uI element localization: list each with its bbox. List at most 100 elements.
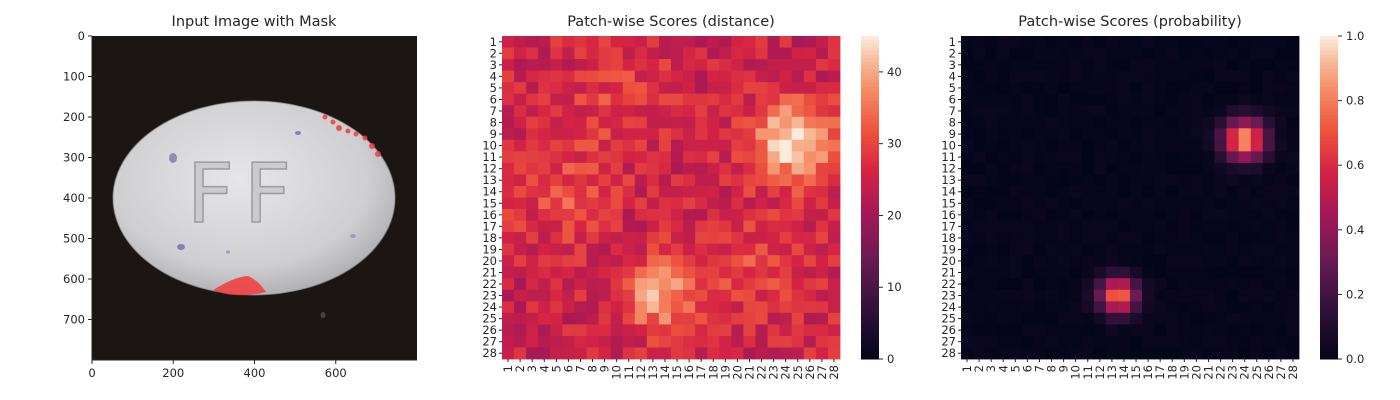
heatmap-cell <box>815 289 829 302</box>
heatmap-cell <box>695 255 708 268</box>
heatmap-cell <box>538 289 551 302</box>
heatmap-cell <box>574 266 587 279</box>
heatmap-cell <box>1045 93 1058 106</box>
heatmap-cell <box>514 139 527 152</box>
heatmap-cell <box>634 185 648 198</box>
heatmap-cell <box>1274 174 1288 187</box>
heatmap-cell <box>1238 278 1252 291</box>
colorbar-segment <box>861 143 879 148</box>
heatmap-cell <box>574 105 587 118</box>
heatmap-cell <box>1081 255 1095 268</box>
heatmap-cell <box>1021 197 1034 210</box>
heatmap-cell <box>562 105 575 118</box>
heatmap-cell <box>683 347 696 360</box>
heatmap-cell <box>586 128 599 141</box>
y-tick-label: 1 <box>949 35 956 49</box>
heatmap-cell <box>1238 162 1252 175</box>
heatmap-cell <box>514 105 527 118</box>
heatmap-cell <box>1166 289 1179 302</box>
colorbar-segment <box>861 125 879 130</box>
heatmap-cell <box>767 162 781 175</box>
heatmap-cell <box>502 59 515 72</box>
heatmap-cell <box>586 70 599 83</box>
heatmap-cell <box>719 289 732 302</box>
heatmap-cell <box>719 324 732 337</box>
heatmap-cell <box>610 289 624 302</box>
heatmap-cell <box>1130 197 1143 210</box>
heatmap-cell <box>1202 266 1215 279</box>
heatmap-cell <box>598 243 612 256</box>
heatmap-cell <box>1009 289 1022 302</box>
heatmap-cell <box>671 105 684 118</box>
y-tick-label: 1 <box>490 35 497 49</box>
heatmap-cell <box>538 82 551 95</box>
heatmap-cell <box>1130 105 1143 118</box>
heatmap-cell <box>1105 82 1119 95</box>
colorbar-segment <box>861 36 879 41</box>
heatmap-cell <box>1238 220 1252 233</box>
heatmap-cell <box>743 139 756 152</box>
heatmap-cell <box>1238 93 1252 106</box>
y-tick-label: 20 <box>482 254 497 268</box>
heatmap-cell <box>1214 255 1227 268</box>
x-tick-label: 2 <box>972 365 986 372</box>
heatmap-cell <box>1069 289 1083 302</box>
heatmap-cell <box>1033 139 1046 152</box>
heatmap-cell <box>767 185 781 198</box>
heatmap-cell <box>985 116 998 129</box>
heatmap-cell <box>803 139 817 152</box>
heatmap-cell <box>1154 289 1167 302</box>
heatmap-cell <box>658 128 672 141</box>
heatmap-cell <box>731 151 744 164</box>
heatmap-cell <box>634 151 648 164</box>
heatmap-cell <box>719 197 732 210</box>
heatmap-cell <box>695 47 708 60</box>
heatmap-cell <box>1130 185 1143 198</box>
heatmap-cell <box>707 70 720 83</box>
heatmap-cell <box>1021 139 1034 152</box>
mask-region-top-right <box>322 114 328 120</box>
heatmap-cell <box>719 151 732 164</box>
heatmap-cell <box>1154 220 1167 233</box>
heatmap-cell <box>622 278 636 291</box>
heatmap-cell <box>526 105 539 118</box>
heatmap-cell <box>658 301 672 314</box>
heatmap-cell <box>1142 312 1155 325</box>
heatmap-cell <box>1202 289 1215 302</box>
colorbar-segment <box>1320 290 1338 295</box>
heatmap-cell <box>646 220 660 233</box>
heatmap-cell <box>610 347 624 360</box>
heatmap-cell <box>1262 255 1276 268</box>
heatmap-cell <box>1214 116 1227 129</box>
heatmap-cell <box>973 162 986 175</box>
heatmap-cell <box>1009 255 1022 268</box>
heatmap-cell <box>1105 301 1119 314</box>
colorbar-segment <box>861 294 879 299</box>
heatmap-cell <box>586 289 599 302</box>
heatmap-cell <box>731 139 744 152</box>
colorbar-segment <box>861 100 879 105</box>
heatmap-cell <box>707 197 720 210</box>
heatmap-cell <box>671 335 684 348</box>
heatmap-cell <box>1262 289 1276 302</box>
heatmap-cell <box>646 174 660 187</box>
heatmap-cell <box>622 335 636 348</box>
heatmap-cell <box>550 139 563 152</box>
heatmap-cell <box>1190 36 1203 48</box>
heatmap-cell <box>961 162 974 175</box>
colorbar-segment <box>1320 158 1338 163</box>
heatmap-cell <box>1226 220 1240 233</box>
heatmap-cell <box>707 162 720 175</box>
heatmap-cell <box>815 266 829 279</box>
heatmap-cell <box>1202 255 1215 268</box>
heatmap-cell <box>610 128 624 141</box>
heatmap-cell <box>803 266 817 279</box>
heatmap-cell <box>779 128 793 141</box>
heatmap-cell <box>1142 36 1155 48</box>
heatmap-cell <box>731 128 744 141</box>
heatmap-cell <box>973 59 986 72</box>
heatmap-cell <box>1142 47 1155 60</box>
heatmap-cell <box>1033 255 1046 268</box>
heatmap-cell <box>658 185 672 198</box>
heatmap-cell <box>1154 47 1167 60</box>
